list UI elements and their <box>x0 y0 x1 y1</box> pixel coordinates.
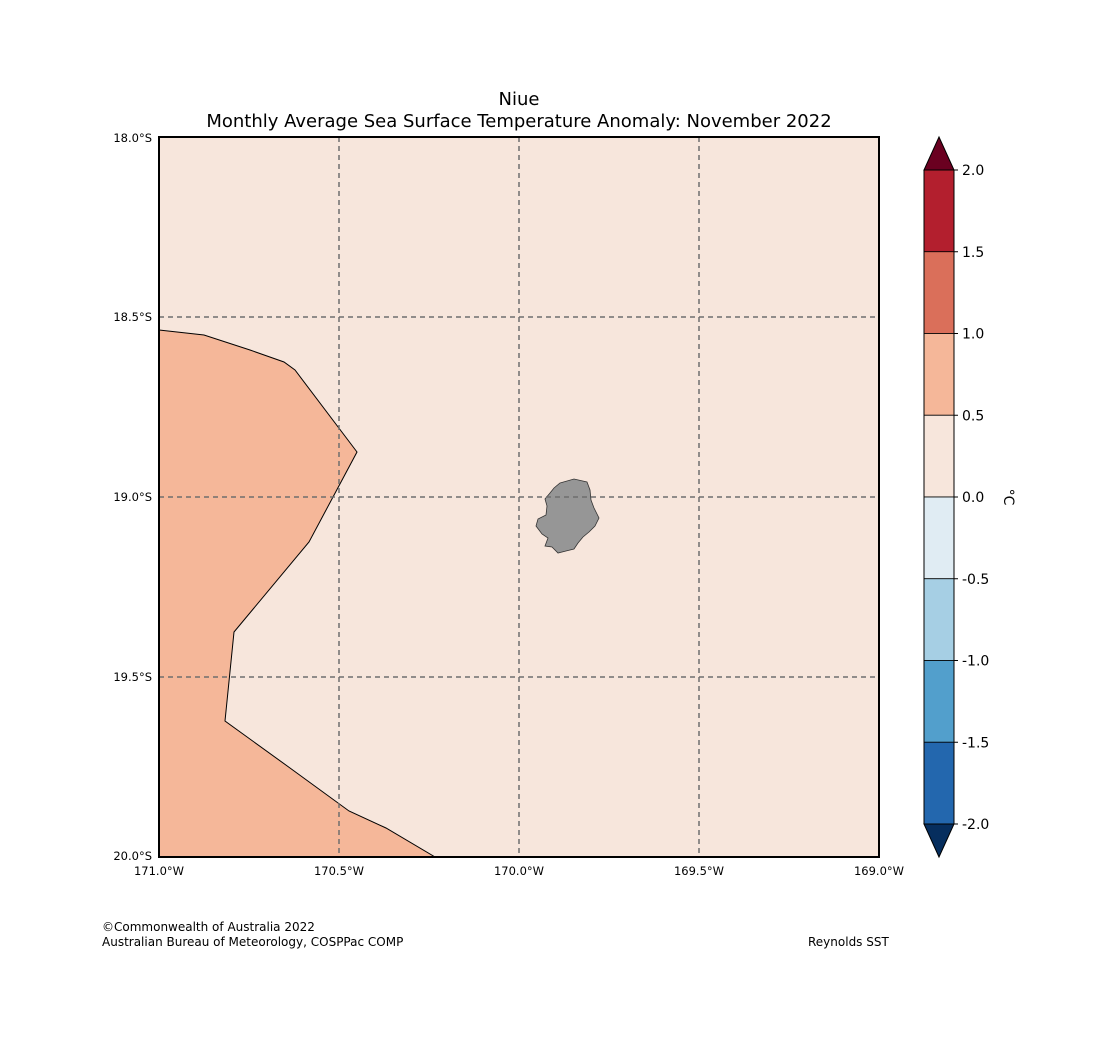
colorbar-bands <box>923 169 955 825</box>
lat-label: 18.0°S <box>113 131 152 145</box>
map-frame <box>158 136 880 858</box>
lon-label: 169.5°W <box>674 864 724 878</box>
colorbar-tick-label: 0.0 <box>962 490 984 506</box>
lon-label: 171.0°W <box>134 864 184 878</box>
colorbar: 2.0 1.5 1.0 0.5 0.0 -0.5 -1.0 -1.5 -2.0 °C <box>923 135 1016 859</box>
lat-label: 18.5°S <box>113 310 152 324</box>
lon-label: 169.0°W <box>854 864 904 878</box>
colorbar-band <box>923 496 955 580</box>
colorbar-band <box>923 169 955 253</box>
lat-label: 20.0°S <box>113 849 152 863</box>
data-source-label: Reynolds SST <box>808 935 889 949</box>
map-panel <box>158 136 880 858</box>
footer-attribution: ©Commonwealth of Australia 2022 Australi… <box>102 920 403 950</box>
colorbar-tick-label: -1.0 <box>962 654 989 670</box>
lon-label: 170.0°W <box>494 864 544 878</box>
colorbar-tick-label: 1.5 <box>962 245 984 261</box>
lat-label: 19.5°S <box>113 670 152 684</box>
colorbar-band <box>923 660 955 743</box>
colorbar-ticks: 2.0 1.5 1.0 0.5 0.0 -0.5 -1.0 -1.5 -2.0 <box>954 163 989 833</box>
colorbar-band <box>923 741 955 825</box>
map-title-main: Monthly Average Sea Surface Temperature … <box>206 111 831 132</box>
longitude-labels: 171.0°W 170.5°W 170.0°W 169.5°W 169.0°W <box>134 864 904 878</box>
map-title-region: Niue <box>499 89 540 110</box>
latitude-labels: 18.0°S 18.5°S 19.0°S 19.5°S 20.0°S <box>113 131 152 863</box>
colorbar-band <box>923 251 955 334</box>
gridlines <box>159 137 879 857</box>
warm-anomaly-region <box>158 329 437 858</box>
colorbar-tick-label: -1.5 <box>962 735 989 751</box>
colorbar-tick-label: 2.0 <box>962 163 984 179</box>
colorbar-tick-label: 1.0 <box>962 327 984 343</box>
colorbar-band <box>923 578 955 661</box>
copyright-text: ©Commonwealth of Australia 2022 <box>102 920 315 934</box>
colorbar-unit-label: °C <box>1000 489 1016 506</box>
colorbar-band <box>923 333 955 416</box>
lat-label: 19.0°S <box>113 490 152 504</box>
colorbar-tick-label: -0.5 <box>962 572 989 588</box>
colorbar-tick-label: -2.0 <box>962 817 989 833</box>
colorbar-band <box>923 414 955 498</box>
lon-label: 170.5°W <box>314 864 364 878</box>
agency-text: Australian Bureau of Meteorology, COSPPa… <box>102 935 404 949</box>
colorbar-extend-min-triangle <box>923 823 955 859</box>
colorbar-tick-label: 0.5 <box>962 408 984 424</box>
colorbar-extend-max-triangle <box>923 135 955 171</box>
